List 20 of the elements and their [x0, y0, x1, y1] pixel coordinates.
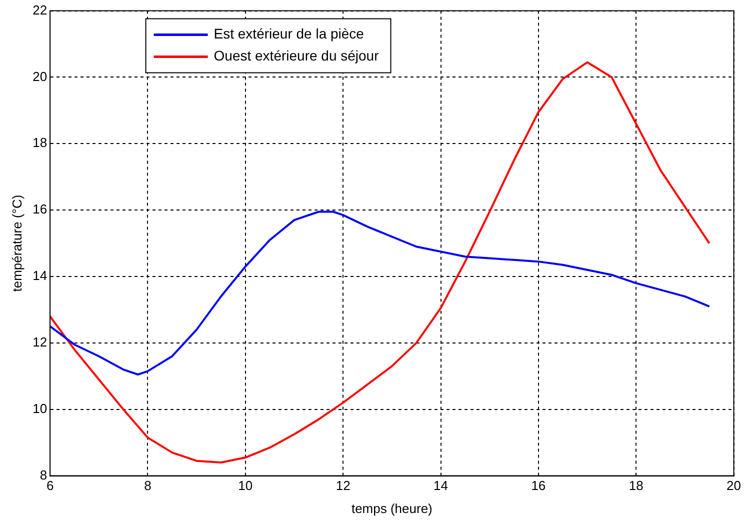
y-tick-label: 18 — [32, 135, 48, 150]
legend-label: Ouest extérieure du séjour — [214, 48, 380, 64]
y-axis-title: température (°C) — [9, 194, 24, 292]
x-tick-label: 14 — [434, 478, 448, 494]
x-axis-title: temps (heure) — [351, 500, 432, 516]
x-tick-label: 12 — [336, 478, 350, 494]
y-tick-label: 14 — [32, 268, 48, 284]
y-tick-label: 8 — [40, 467, 48, 482]
x-tick-label: 16 — [531, 478, 546, 494]
x-tick-label: 6 — [46, 478, 54, 494]
y-tick-label: 12 — [32, 334, 48, 350]
x-tick-label: 10 — [238, 478, 253, 494]
x-tick-label: 20 — [726, 478, 742, 494]
y-tick-label: 10 — [32, 400, 48, 416]
legend-label: Est extérieur de la pièce — [214, 26, 364, 42]
x-tick-label: 8 — [144, 478, 152, 494]
y-tick-label: 16 — [32, 202, 48, 217]
y-tick-label: 20 — [32, 68, 48, 84]
y-tick-label: 22 — [32, 2, 48, 18]
x-tick-label: 18 — [628, 478, 644, 494]
